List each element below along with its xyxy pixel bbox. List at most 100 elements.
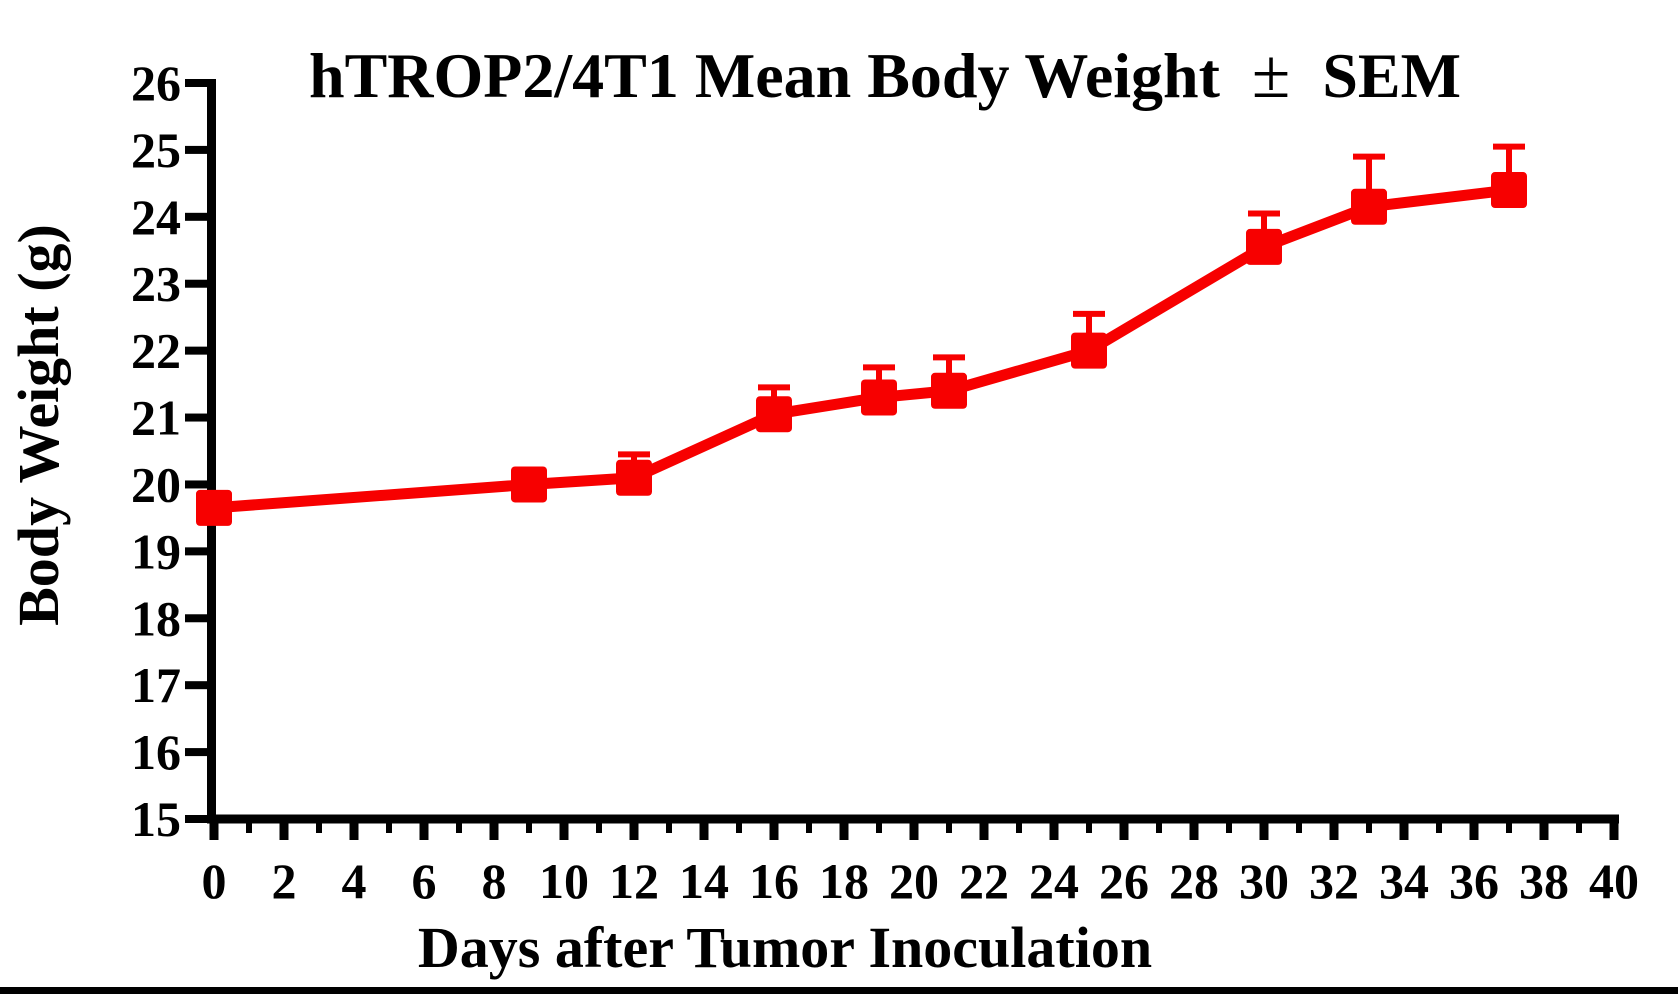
y-tick <box>185 814 207 823</box>
x-tick-label: 6 <box>412 853 437 909</box>
plus-minus-symbol: ± <box>1252 36 1290 113</box>
x-tick-label: 38 <box>1519 853 1569 909</box>
x-major-tick <box>1189 823 1199 840</box>
x-tick-label: 28 <box>1169 853 1219 909</box>
x-major-tick <box>1259 823 1269 840</box>
y-tick <box>185 614 207 623</box>
data-point-marker <box>616 459 652 496</box>
y-tick <box>185 413 207 422</box>
y-tick-label: 21 <box>131 390 181 446</box>
x-minor-tick <box>1366 823 1372 833</box>
data-point-marker <box>1246 228 1282 265</box>
y-tick-label: 18 <box>131 590 181 646</box>
x-minor-tick <box>386 823 392 833</box>
x-minor-tick <box>806 823 812 833</box>
data-point-marker <box>931 372 967 409</box>
y-axis-tick-labels: 15 16 17 18 19 20 21 22 23 24 25 26 <box>131 55 181 847</box>
x-minor-tick <box>736 823 742 833</box>
data-point-marker <box>511 466 547 503</box>
x-axis-tick-labels: 0 2 4 6 8 10 12 14 16 18 20 22 24 26 28 30 32 34 36 38 40 <box>202 853 1640 909</box>
x-tick-label: 20 <box>889 853 939 909</box>
y-tick-label: 23 <box>131 256 181 312</box>
bottom-border-bar <box>0 987 1678 994</box>
y-tick-label: 20 <box>131 456 181 512</box>
x-minor-tick <box>946 823 952 833</box>
x-major-tick <box>1049 823 1059 840</box>
x-major-tick <box>559 823 569 840</box>
y-axis-line <box>207 79 216 823</box>
x-tick-label: 26 <box>1099 853 1149 909</box>
x-axis-ticks <box>209 823 1619 840</box>
data-point-marker <box>861 379 897 416</box>
y-tick <box>185 547 207 556</box>
y-tick-label: 22 <box>131 323 181 379</box>
x-major-tick <box>839 823 849 840</box>
chart-title-prefix: hTROP2/4T1 Mean Body Weight <box>309 40 1221 111</box>
y-tick-label: 26 <box>131 55 181 111</box>
x-minor-tick <box>666 823 672 833</box>
x-minor-tick <box>1506 823 1512 833</box>
x-major-tick <box>979 823 989 840</box>
data-point-markers <box>196 172 1527 526</box>
chart-title: hTROP2/4T1 Mean Body Weight ± SEM <box>309 36 1461 113</box>
x-major-tick <box>769 823 779 840</box>
chart-title-suffix: SEM <box>1322 40 1461 111</box>
x-tick-label: 10 <box>539 853 589 909</box>
y-tick-label: 19 <box>131 523 181 579</box>
data-point-marker <box>196 489 232 526</box>
x-major-tick <box>279 823 289 840</box>
y-tick-label: 16 <box>131 724 181 780</box>
x-major-tick <box>629 823 639 840</box>
y-tick <box>185 748 207 757</box>
x-major-tick <box>489 823 499 840</box>
y-tick-label: 25 <box>131 122 181 178</box>
x-tick-label: 4 <box>342 853 367 909</box>
x-minor-tick <box>456 823 462 833</box>
x-tick-label: 8 <box>482 853 507 909</box>
x-tick-label: 36 <box>1449 853 1499 909</box>
x-axis-label: Days after Tumor Inoculation <box>418 915 1152 980</box>
x-tick-label: 12 <box>609 853 659 909</box>
x-major-tick <box>1399 823 1409 840</box>
x-major-tick <box>349 823 359 840</box>
x-minor-tick <box>1156 823 1162 833</box>
x-tick-label: 24 <box>1029 853 1079 909</box>
x-tick-label: 22 <box>959 853 1009 909</box>
data-series-line <box>208 184 1515 514</box>
x-major-tick <box>1609 823 1619 840</box>
y-axis-label: Body Weight (g) <box>6 224 71 626</box>
y-tick <box>185 681 207 690</box>
x-tick-label: 34 <box>1379 853 1429 909</box>
y-tick <box>185 212 207 221</box>
x-major-tick <box>209 823 219 840</box>
x-major-tick <box>1539 823 1549 840</box>
x-major-tick <box>909 823 919 840</box>
x-minor-tick <box>596 823 602 833</box>
x-tick-label: 0 <box>202 853 227 909</box>
x-major-tick <box>1329 823 1339 840</box>
y-tick <box>185 279 207 288</box>
x-tick-label: 18 <box>819 853 869 909</box>
x-tick-label: 32 <box>1309 853 1359 909</box>
x-minor-tick <box>1016 823 1022 833</box>
y-tick <box>185 79 207 87</box>
x-minor-tick <box>316 823 322 833</box>
series-polyline <box>208 184 1515 514</box>
x-major-tick <box>419 823 429 840</box>
x-tick-label: 40 <box>1589 853 1639 909</box>
y-tick <box>185 346 207 355</box>
x-minor-tick <box>876 823 882 833</box>
x-tick-label: 16 <box>749 853 799 909</box>
y-axis-ticks <box>185 79 207 823</box>
y-tick-label: 15 <box>131 791 181 847</box>
y-tick <box>185 145 207 154</box>
x-minor-tick <box>1296 823 1302 833</box>
x-minor-tick <box>1226 823 1232 833</box>
data-point-marker <box>756 396 792 433</box>
data-point-marker <box>1351 188 1387 225</box>
y-tick-label: 24 <box>131 189 181 245</box>
x-minor-tick <box>526 823 532 833</box>
y-tick <box>185 480 207 489</box>
x-tick-label: 30 <box>1239 853 1289 909</box>
